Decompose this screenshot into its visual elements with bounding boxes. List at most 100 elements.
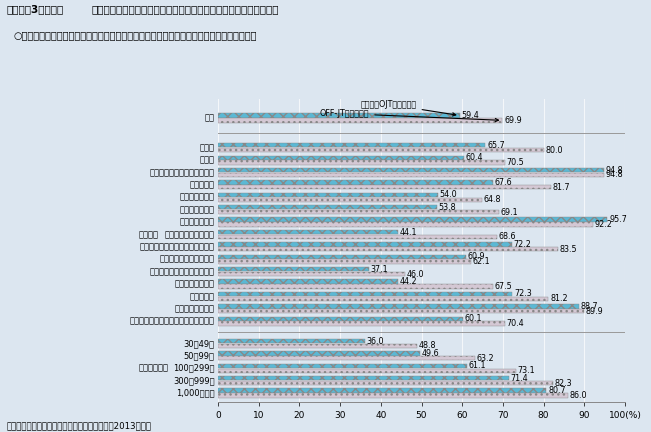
Text: 医療，福祉: 医療，福祉 xyxy=(190,292,215,301)
Bar xyxy=(218,222,593,227)
Text: 68.6: 68.6 xyxy=(499,232,516,241)
Bar xyxy=(218,267,369,271)
Text: 60.4: 60.4 xyxy=(465,153,483,162)
Text: 69.1: 69.1 xyxy=(501,208,518,216)
Bar xyxy=(218,197,482,202)
Bar xyxy=(218,356,475,360)
Bar xyxy=(218,168,603,172)
Text: 48.8: 48.8 xyxy=(418,341,436,350)
Text: 30～49人: 30～49人 xyxy=(184,339,215,348)
Bar xyxy=(218,118,503,123)
Text: 建設業: 建設業 xyxy=(200,143,215,152)
Bar xyxy=(218,260,471,264)
Text: 産業別・企業規模別にみた正規雇用労働者への教育訓練の実施状況: 産業別・企業規模別にみた正規雇用労働者への教育訓練の実施状況 xyxy=(91,4,279,14)
Text: 生活関連サービス業，娯楽業: 生活関連サービス業，娯楽業 xyxy=(150,267,215,276)
Bar xyxy=(218,388,546,393)
Text: 60.9: 60.9 xyxy=(467,252,485,261)
Text: 不動産業，物品賃貸業: 不動産業，物品賃貸業 xyxy=(165,230,215,239)
Text: 1,000人以上: 1,000人以上 xyxy=(176,389,215,397)
Text: 80.7: 80.7 xyxy=(548,386,566,395)
Text: 金融業，保険業: 金融業，保険業 xyxy=(180,218,215,226)
Text: 総数: 総数 xyxy=(205,114,215,122)
Text: 情報通信業: 情報通信業 xyxy=(190,181,215,189)
Bar xyxy=(218,272,405,276)
Text: 計画的なOJTを実施した: 計画的なOJTを実施した xyxy=(361,100,456,116)
Text: 65.7: 65.7 xyxy=(487,141,505,150)
Bar xyxy=(218,247,558,251)
Text: 94.8: 94.8 xyxy=(605,170,623,179)
Bar xyxy=(218,304,579,308)
Text: 70.4: 70.4 xyxy=(506,319,524,328)
Bar xyxy=(218,381,553,385)
Bar xyxy=(218,351,420,356)
Text: OFF-JTを実施した: OFF-JTを実施した xyxy=(320,109,499,122)
Text: 複合サービス事業: 複合サービス事業 xyxy=(175,304,215,313)
Bar xyxy=(218,230,398,234)
Bar xyxy=(218,235,497,239)
Text: 53.8: 53.8 xyxy=(439,203,456,212)
Text: 89.9: 89.9 xyxy=(585,307,603,316)
Text: 電気・ガス・熱供給・水道業: 電気・ガス・熱供給・水道業 xyxy=(150,168,215,177)
Bar xyxy=(218,148,544,152)
Text: 運輸業，郵便業: 運輸業，郵便業 xyxy=(180,193,215,202)
Text: 72.3: 72.3 xyxy=(514,289,532,299)
Text: 100～299人: 100～299人 xyxy=(173,364,215,373)
Text: 94.8: 94.8 xyxy=(605,165,623,175)
Text: 82.3: 82.3 xyxy=(555,378,572,388)
Text: 63.2: 63.2 xyxy=(477,354,495,363)
Bar xyxy=(218,180,493,184)
Text: 70.5: 70.5 xyxy=(506,158,524,167)
Bar xyxy=(218,309,584,313)
Bar xyxy=(218,205,437,210)
Bar xyxy=(218,185,551,190)
Text: 64.8: 64.8 xyxy=(483,195,501,204)
Bar xyxy=(218,280,398,284)
Bar xyxy=(218,317,463,321)
Text: 72.2: 72.2 xyxy=(514,240,531,249)
Bar xyxy=(218,173,603,177)
Text: 69.9: 69.9 xyxy=(504,116,522,125)
Text: 88.7: 88.7 xyxy=(581,302,598,311)
Bar xyxy=(218,344,417,348)
Text: 95.7: 95.7 xyxy=(609,215,627,224)
Text: 宿泊業，飲食サービス業: 宿泊業，飲食サービス業 xyxy=(160,255,215,264)
Bar xyxy=(218,393,568,398)
Bar xyxy=(218,113,460,118)
Text: 44.1: 44.1 xyxy=(399,228,417,237)
Text: 49.6: 49.6 xyxy=(421,349,439,358)
Bar xyxy=(218,160,505,165)
Text: 教育，学習支援業: 教育，学習支援業 xyxy=(175,280,215,289)
Bar xyxy=(218,210,499,214)
Text: 59.4: 59.4 xyxy=(462,111,479,120)
Bar xyxy=(218,376,508,381)
Text: 46.0: 46.0 xyxy=(407,270,424,279)
Bar xyxy=(218,292,512,296)
Text: 卧売業，小売業: 卧売業，小売業 xyxy=(180,205,215,214)
Bar xyxy=(218,254,466,259)
Text: 37.1: 37.1 xyxy=(370,265,388,274)
Text: 67.6: 67.6 xyxy=(495,178,512,187)
Bar xyxy=(218,242,512,247)
Bar xyxy=(218,368,516,373)
Text: 資料出所　厘生労働省「能力開発基本調査」（2013年度）: 資料出所 厘生労働省「能力開発基本調査」（2013年度） xyxy=(7,421,152,430)
Bar xyxy=(218,339,365,343)
Text: サービス業（他に分類されないもの）: サービス業（他に分類されないもの） xyxy=(130,317,215,326)
Text: （産業）: （産業） xyxy=(139,230,159,239)
Text: 80.0: 80.0 xyxy=(545,146,562,155)
Bar xyxy=(218,217,607,222)
Text: 製造業: 製造業 xyxy=(200,156,215,165)
Text: 44.2: 44.2 xyxy=(400,277,417,286)
Text: 学術研究，専門・技術サービス業: 学術研究，専門・技術サービス業 xyxy=(140,242,215,251)
Text: 81.7: 81.7 xyxy=(552,183,570,192)
Bar xyxy=(218,364,467,368)
Bar xyxy=(218,156,464,160)
Bar xyxy=(218,297,548,301)
Text: 300～999人: 300～999人 xyxy=(173,376,215,385)
Text: 81.2: 81.2 xyxy=(550,294,568,303)
Text: 86.0: 86.0 xyxy=(570,391,587,400)
Text: 61.1: 61.1 xyxy=(468,362,486,370)
Bar xyxy=(218,284,493,289)
Text: 92.2: 92.2 xyxy=(595,220,613,229)
Bar xyxy=(218,143,486,147)
Text: 36.0: 36.0 xyxy=(366,337,383,346)
